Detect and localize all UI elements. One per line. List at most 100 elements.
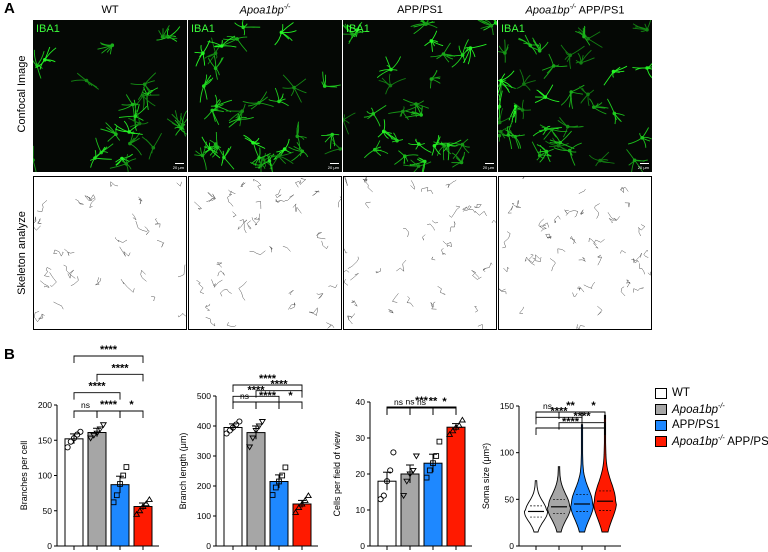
significance-label: ns [394, 397, 403, 407]
column-header: Apoa1bp-/- [239, 4, 291, 17]
y-tick-label: 200 [197, 481, 211, 491]
data-point [229, 424, 237, 431]
data-point [255, 423, 263, 430]
data-point [123, 464, 130, 470]
column-header: WT [101, 4, 119, 16]
data-point [445, 430, 454, 437]
skeleton-image [188, 176, 342, 330]
significance-bracket [255, 390, 303, 398]
data-point [390, 449, 397, 456]
data-point [113, 492, 120, 499]
y-tick-label: 100 [197, 511, 211, 521]
data-point [406, 471, 414, 478]
significance-bracket [73, 392, 121, 400]
y-tick-label: 150 [500, 401, 514, 411]
legend-swatch [655, 403, 667, 415]
data-point [139, 503, 147, 509]
confocal-image: IBA1 20 μm [33, 20, 187, 172]
y-tick-label: 0 [206, 541, 211, 551]
significance-label: ns [81, 400, 90, 410]
significance-label: ns [240, 391, 249, 401]
significance-label: **** [100, 399, 118, 411]
data-point [452, 423, 460, 430]
data-point [304, 492, 313, 499]
bar [400, 473, 420, 547]
panel-b-letter: B [4, 346, 15, 363]
stain-label: IBA1 [191, 23, 215, 35]
data-point [223, 430, 230, 437]
significance-label: **** [270, 379, 288, 391]
legend: WT Apoa1bp-/- APP/PS1 Apoa1bp-/- APP/PS1 [655, 386, 768, 450]
scale-bar: 20 μm [482, 165, 494, 170]
data-point [387, 467, 394, 474]
scale-bar: 20 μm [172, 165, 184, 170]
significance-label: **** [247, 384, 265, 396]
column-header: APP/PS1 [397, 4, 443, 16]
data-point [269, 492, 276, 498]
legend-label: Apoa1bp-/- APP/PS1 [672, 434, 768, 448]
bar [87, 431, 107, 547]
violin [593, 414, 617, 533]
data-point [291, 508, 300, 515]
legend-item: APP/PS1 [655, 418, 720, 432]
skeleton-image [498, 176, 652, 330]
significance-bracket [232, 384, 303, 392]
y-axis-label: Soma size (μm²) [481, 443, 491, 509]
data-point [74, 431, 81, 438]
stain-label: IBA1 [346, 23, 370, 35]
data-point [226, 427, 233, 434]
legend-item: Apoa1bp-/- APP/PS1 [655, 434, 768, 448]
data-point [399, 493, 408, 500]
significance-label: **** [259, 390, 277, 402]
significance-bracket [386, 407, 411, 415]
significance-label: ns [417, 397, 426, 407]
data-point [458, 416, 467, 423]
data-point [77, 428, 84, 435]
confocal-image: IBA1 20 μm [188, 20, 342, 172]
y-tick-label: 100 [500, 448, 514, 458]
column-header: Apoa1bp-/- APP/PS1 [525, 4, 625, 17]
significance-label: **** [550, 405, 568, 417]
y-tick-label: 30 [356, 433, 366, 443]
y-tick-label: 50 [43, 506, 53, 516]
stain-label: IBA1 [501, 23, 525, 35]
y-tick-label: 0 [509, 541, 514, 551]
data-point [96, 426, 104, 433]
significance-label: ns [406, 397, 415, 407]
data-point [276, 478, 282, 485]
data-point [426, 467, 433, 474]
significance-bracket [232, 395, 280, 404]
skeleton-image [33, 176, 187, 330]
data-point [430, 460, 436, 467]
legend-swatch [655, 387, 667, 399]
data-point [136, 507, 144, 514]
legend-swatch [655, 435, 667, 447]
significance-label: **** [100, 344, 118, 356]
bar [223, 427, 243, 547]
panel-a-letter: A [4, 0, 15, 17]
data-point [145, 496, 154, 502]
data-point [449, 427, 457, 434]
significance-label: * [442, 396, 447, 408]
significance-label: **** [259, 373, 277, 385]
significance-label: * [129, 399, 134, 411]
skeleton-image [343, 176, 497, 330]
y-tick-label: 100 [38, 471, 52, 481]
data-point [409, 467, 417, 474]
significance-bracket [73, 410, 98, 418]
data-point [233, 421, 240, 428]
bar [64, 438, 84, 547]
data-point [258, 419, 267, 425]
legend-item: WT [655, 386, 690, 400]
stain-label: IBA1 [36, 23, 60, 35]
data-point [380, 492, 387, 499]
data-point [236, 418, 243, 425]
data-point [120, 472, 127, 479]
data-point [132, 510, 141, 517]
y-tick-label: 500 [197, 391, 211, 401]
violin [523, 480, 549, 533]
data-point [455, 421, 463, 428]
